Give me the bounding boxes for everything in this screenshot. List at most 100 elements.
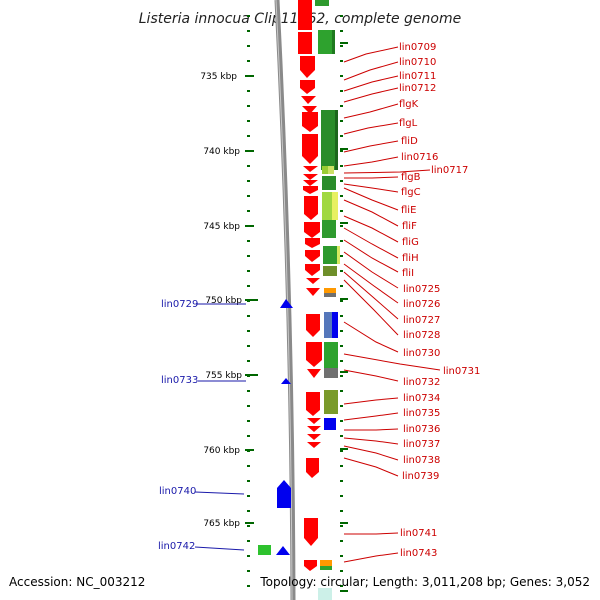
leader-line	[343, 263, 399, 304]
gene-arrow	[276, 546, 290, 555]
tick-mark	[340, 240, 343, 242]
scale-label-765: 765 kbp	[203, 519, 254, 529]
gene-label: lin0730	[403, 348, 440, 359]
gene-arrow	[303, 174, 318, 180]
leader-line	[343, 215, 399, 243]
tick-mark	[340, 300, 343, 302]
tick-mark	[247, 570, 250, 572]
scale-label-735: 735 kbp	[200, 72, 254, 82]
tick-mark	[247, 330, 250, 332]
tick-mark	[340, 15, 343, 17]
tick-mark	[340, 435, 343, 437]
leader-line	[343, 457, 399, 477]
gene-arrow	[302, 106, 317, 114]
gene-arrow	[306, 288, 320, 296]
tick-mark	[247, 15, 250, 17]
gene-label: lin0741	[400, 528, 437, 539]
gene-label: fliH	[402, 253, 419, 264]
gene-arrow	[303, 166, 318, 172]
gene-label: fliI	[402, 268, 414, 279]
tick-mark	[247, 105, 250, 107]
gene-arrow	[307, 418, 321, 424]
gene-label: flgB	[401, 172, 421, 183]
tick-mark	[247, 555, 250, 557]
tick-mark	[340, 555, 343, 557]
leader-line	[343, 412, 399, 421]
tick-mark	[340, 495, 343, 497]
left-tick-axis	[247, 15, 250, 587]
tick-mark	[247, 585, 250, 587]
gene-label: lin0717	[431, 165, 468, 176]
tick-mark	[340, 225, 343, 227]
gene-label: lin0737	[403, 439, 440, 450]
tick-mark	[340, 405, 343, 407]
tick-mark-major	[340, 222, 348, 224]
gene-arrow	[277, 480, 291, 508]
leader-line	[343, 397, 399, 405]
gene-arrow	[305, 238, 320, 248]
leader-line	[343, 199, 399, 227]
gene-label: lin0729	[161, 299, 198, 310]
leader-line	[343, 46, 399, 63]
scale-label-755: 755 kbp	[205, 371, 258, 381]
tick-mark	[340, 210, 343, 212]
leader-line	[343, 75, 399, 92]
tick-mark	[247, 135, 250, 137]
gene-arrow	[300, 56, 315, 78]
gene-arrow	[307, 442, 321, 448]
forward-genes	[298, 0, 322, 571]
leader-line	[344, 176, 399, 179]
scale-label-750: 750 kbp	[205, 296, 258, 306]
tick-mark	[247, 480, 250, 482]
leader-line	[343, 271, 399, 320]
gene-arrow	[303, 180, 318, 186]
tick-mark	[340, 195, 343, 197]
tick-mark	[340, 465, 343, 467]
gene-label: lin0709	[399, 42, 436, 53]
gene-label: lin0739	[402, 471, 439, 482]
gene-arrow	[302, 134, 318, 164]
tick-mark	[247, 270, 250, 272]
reverse-genes	[276, 299, 293, 555]
tick-mark	[247, 210, 250, 212]
tick-mark	[247, 345, 250, 347]
scale-labels: 735 kbp 740 kbp 745 kbp 750 kbp 755 kbp …	[200, 72, 258, 529]
tick-mark	[247, 255, 250, 257]
gene-arrow	[298, 32, 312, 54]
leader-line	[343, 279, 399, 336]
leader-line	[343, 321, 399, 353]
tick-mark	[340, 60, 343, 62]
leader-line	[343, 169, 431, 174]
tick-mark-major	[340, 371, 348, 373]
tick-mark-major	[340, 148, 348, 150]
tick-mark-major	[340, 522, 348, 524]
gene-label: lin0727	[403, 315, 440, 326]
gene-label: lin0732	[403, 377, 440, 388]
leader-line	[343, 187, 399, 211]
svg-text:745 kbp: 745 kbp	[203, 222, 240, 232]
gene-label: lin0728	[403, 330, 440, 341]
right-gene-labels	[343, 46, 441, 563]
gene-arrow	[307, 434, 321, 440]
tick-mark	[340, 105, 343, 107]
leader-line	[343, 140, 399, 153]
tick-mark	[340, 180, 343, 182]
tick-mark	[340, 75, 343, 77]
tick-mark	[340, 570, 343, 572]
tick-mark	[340, 315, 343, 317]
svg-text:735 kbp: 735 kbp	[200, 72, 237, 82]
tick-mark	[340, 90, 343, 92]
tick-mark	[247, 30, 250, 32]
tick-mark	[247, 495, 250, 497]
tick-mark	[247, 435, 250, 437]
tick-mark	[340, 540, 343, 542]
gene-arrow	[302, 112, 318, 132]
gene-arrow	[306, 458, 319, 478]
svg-text:755 kbp: 755 kbp	[205, 371, 242, 381]
tick-mark-major	[340, 590, 348, 592]
leader-line	[343, 251, 399, 289]
leader-line	[343, 437, 399, 445]
tick-mark-major	[340, 298, 348, 300]
tick-mark	[340, 285, 343, 287]
gene-label: lin0738	[403, 455, 440, 466]
